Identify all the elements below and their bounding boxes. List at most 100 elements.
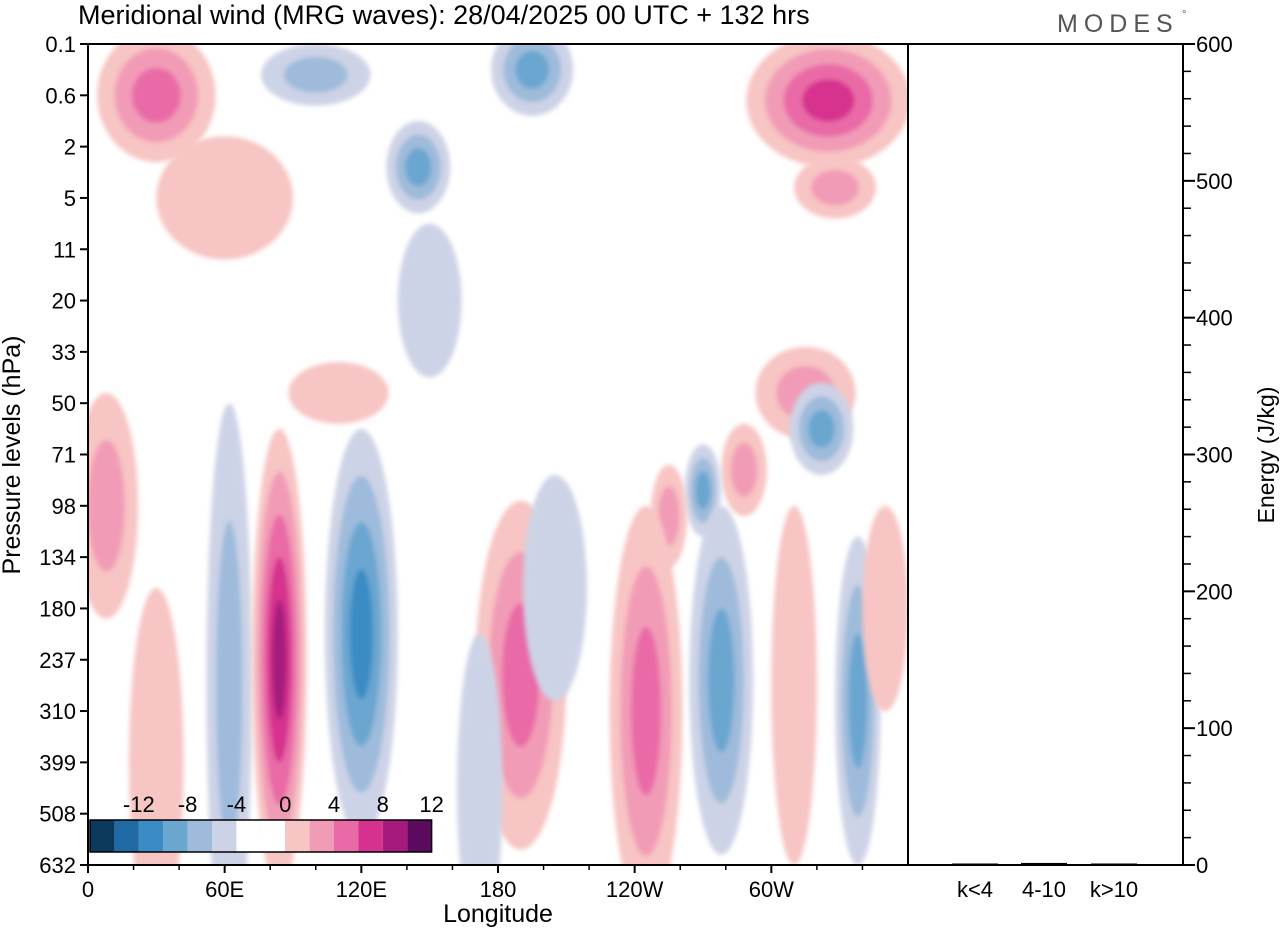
y-tick-label: 2	[64, 135, 76, 160]
y-tick-label: 0.1	[45, 32, 76, 57]
energy-bar	[1021, 862, 1067, 865]
x-tick-label: 120E	[336, 877, 387, 902]
wind-anomaly-positive-14	[88, 392, 139, 619]
wind-anomaly-positive-26	[129, 587, 184, 865]
x-tick-label: 60W	[749, 877, 794, 902]
wind-anomaly-positive-8	[288, 362, 389, 424]
wind-anomaly-positive-11	[721, 423, 767, 517]
contour-band	[215, 520, 243, 851]
pressure-axis: 0.1 0.6 2 5 11 20 33 50 71 98 134 180 237 310 399 508 63…	[39, 32, 88, 878]
contour-band	[156, 136, 293, 260]
contour-band	[397, 223, 462, 378]
energy-axis: 0 100 200 300 400 500 600	[1183, 32, 1233, 878]
y-axis-title: Pressure levels (hPa)	[0, 336, 26, 575]
y-tick-label: 399	[39, 750, 76, 775]
contour-band	[288, 362, 389, 424]
energy-tick-label: 600	[1196, 32, 1233, 57]
contour-band	[811, 169, 860, 206]
colorbar-border	[89, 819, 433, 853]
colorbar-swatch	[407, 820, 432, 852]
energy-tick-label: 200	[1196, 579, 1233, 604]
colorbar-swatch	[382, 820, 408, 852]
y-tick-label: 71	[52, 443, 76, 468]
colorbar-swatch	[187, 820, 212, 852]
colorbar-swatch	[236, 820, 261, 852]
contour-band	[283, 56, 348, 93]
colorbar-swatch	[358, 820, 383, 852]
wind-anomaly-positive-20	[609, 505, 683, 865]
colorbar-swatch	[212, 820, 237, 852]
wind-anomaly-positive-6	[746, 44, 908, 168]
modes-logo: MODES °	[1057, 9, 1186, 38]
wind-anomaly-negative-19	[523, 475, 587, 701]
wind-anomaly-negative-25	[457, 634, 503, 865]
wind-anomaly-positive-1	[156, 136, 293, 260]
contour-band	[848, 633, 868, 769]
y-tick-label: 98	[52, 494, 76, 519]
y-tick-label: 5	[64, 186, 76, 211]
energy-tick-label: 0	[1196, 853, 1208, 878]
colorbar-label: -8	[178, 792, 198, 817]
energy-axis-title: Energy (J/kg)	[1253, 387, 1279, 524]
contour-band	[808, 409, 835, 448]
x-tick-label: 120W	[606, 877, 664, 902]
y-tick-label: 508	[39, 802, 76, 827]
y-tick-label: 20	[52, 289, 76, 314]
colorbar-label: -12	[123, 792, 155, 817]
wind-anomaly-positive-7	[794, 156, 877, 219]
wind-anomaly-positive-24	[862, 505, 908, 712]
energy-tick-label: 400	[1196, 306, 1233, 331]
contour-band	[349, 568, 373, 700]
x-tick-label: 60E	[205, 877, 244, 902]
colorbar-swatch	[334, 820, 359, 852]
contour-band	[708, 608, 735, 753]
contour-band	[771, 505, 817, 865]
colorbar-swatch	[163, 820, 188, 852]
contour-band	[405, 148, 432, 187]
y-tick-label: 33	[52, 340, 76, 365]
wind-anomaly-negative-15	[206, 403, 252, 865]
contour-band	[631, 626, 662, 796]
wind-anomaly-negative-3	[491, 44, 574, 116]
contour-band	[802, 79, 855, 122]
y-tick-label: 0.6	[45, 83, 76, 108]
contour-band	[131, 67, 181, 123]
colorbar-swatch	[260, 820, 286, 852]
colorbar-label: 8	[377, 792, 389, 817]
chart-title: Meridional wind (MRG waves): 28/04/2025 …	[78, 0, 810, 30]
contour-band	[862, 505, 908, 712]
wind-anomaly-negative-5	[397, 223, 462, 378]
energy-tick-label: 300	[1196, 443, 1233, 468]
energy-bars: k<4 4-10 k>10	[952, 862, 1138, 902]
wind-anomaly-negative-21	[689, 505, 754, 855]
colorbar-swatch	[285, 820, 310, 852]
heatmap-contours	[88, 44, 908, 865]
contour-band	[129, 587, 184, 865]
wind-anomaly-positive-0	[97, 44, 216, 162]
y-tick-label: 310	[39, 699, 76, 724]
contour-band	[272, 599, 287, 720]
contour-band	[695, 471, 711, 510]
wind-anomaly-negative-17	[324, 428, 398, 840]
contour-band	[515, 50, 550, 89]
contour-band	[457, 634, 503, 865]
colorbar: -12 -8 -4 0 4 8 12	[89, 792, 444, 853]
colorbar-label: 12	[419, 792, 443, 817]
y-tick-label: 632	[39, 853, 76, 878]
y-tick-label: 180	[39, 596, 76, 621]
energy-tick-label: 500	[1196, 169, 1233, 194]
y-tick-label: 11	[53, 237, 76, 262]
energy-category-label: k<4	[957, 877, 993, 902]
wind-anomaly-negative-4	[386, 120, 451, 214]
colorbar-label: -4	[227, 792, 247, 817]
wind-anomaly-positive-16	[252, 428, 307, 865]
energy-bar	[952, 863, 998, 865]
logo-text: MODES	[1057, 10, 1179, 38]
y-tick-label: 134	[39, 545, 76, 570]
longitude-axis: 0 60E 120E 180 120W 60W	[82, 865, 864, 902]
energy-bar	[1091, 863, 1137, 865]
colorbar-swatch	[114, 820, 139, 852]
wind-anomaly-positive-22	[771, 505, 817, 865]
colorbar-label: 0	[279, 792, 291, 817]
x-tick-label: 180	[480, 877, 517, 902]
